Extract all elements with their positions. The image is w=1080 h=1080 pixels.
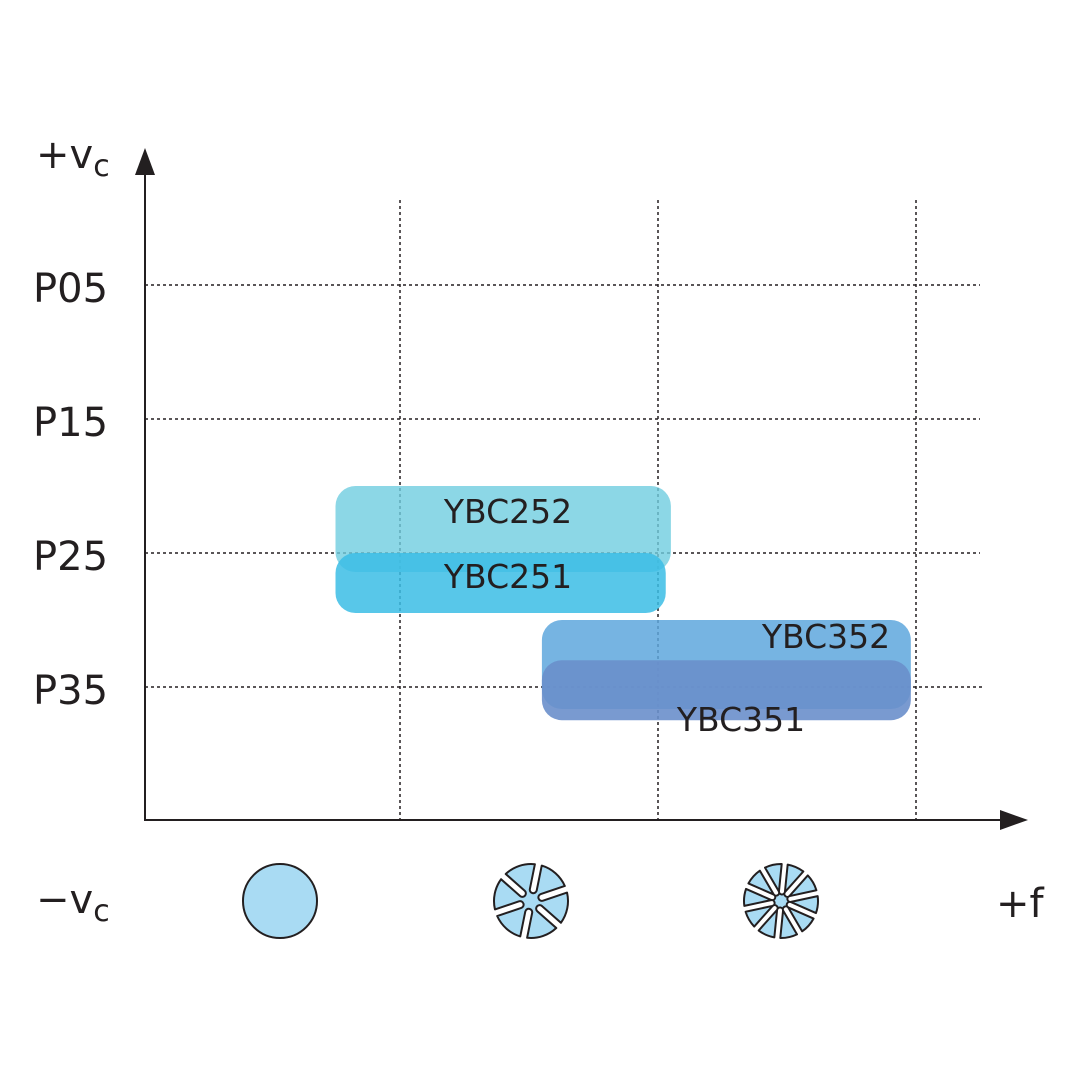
y-axis-top-label: +vc [36,132,110,184]
x-axis-label: +f [996,881,1045,927]
y-tick-labels: P05 P15 P25 P35 [33,266,108,714]
chip-breaker-6-icon [493,863,569,939]
grade-box-ybc251 [335,553,666,613]
grade-box-ybc252 [335,486,671,572]
x-category-icons [242,863,819,939]
grade-box-ybc351 [541,660,911,721]
y-axis-bottom-label: −vc [36,877,110,929]
x-axis-arrow-icon [1000,810,1028,830]
axes [135,148,1028,830]
y-axis-arrow-icon [135,148,155,175]
grade-boxes: YBC252 YBC251 YBC352 YBC351 [335,486,911,739]
chip-breaker-10-icon [743,863,819,939]
grade-box-label: YBC251 [443,557,572,596]
y-tick-label: P05 [33,266,108,312]
y-tick-label: P25 [33,534,108,580]
grade-box-label: YBC352 [761,617,890,656]
chip-round-icon [242,863,318,939]
grade-box-label: YBC252 [443,492,572,531]
grid [145,200,985,820]
y-tick-label: P35 [33,668,108,714]
grade-box-label: YBC351 [676,700,805,739]
y-tick-label: P15 [33,400,108,446]
